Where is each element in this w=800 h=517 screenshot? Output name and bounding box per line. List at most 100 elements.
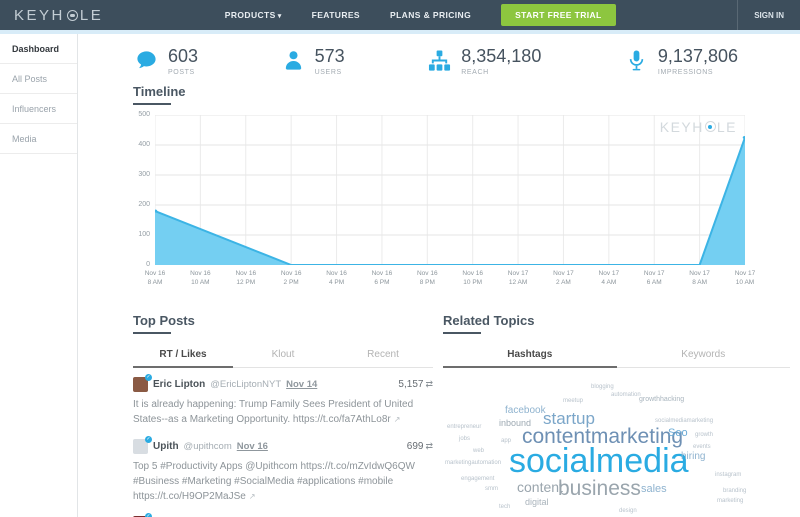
tab-keywords[interactable]: Keywords (681, 348, 726, 360)
x-tick-label: Nov 17 2 AM (553, 269, 574, 286)
stat-posts: 603 POSTS (135, 46, 199, 76)
users-icon (285, 51, 301, 70)
post-item[interactable]: ✓ Shannon Coulter @shannoncoulter Nov 14… (133, 507, 433, 517)
cloud-word[interactable]: instagram (715, 471, 742, 478)
chart-y-axis: 0 100 200 300 400 500 (133, 111, 155, 268)
avatar: ✓ (133, 373, 152, 392)
post-author: Eric Lipton (153, 378, 206, 390)
tab-rt-likes[interactable]: RT / Likes (133, 343, 233, 368)
reach-label: REACH (461, 68, 489, 76)
cloud-word[interactable]: marketing (717, 497, 744, 504)
x-tick-label: Nov 16 4 PM (326, 269, 347, 286)
timeline-title: Timeline (133, 83, 186, 99)
start-free-trial-button[interactable]: START FREE TRIAL (501, 4, 616, 26)
cloud-word[interactable]: marketingautomation (445, 459, 502, 466)
chart-x-axis: Nov 16 8 AM Nov 16 10 AM Nov 16 12 PM Nov 16 2 … (145, 269, 756, 287)
cloud-word[interactable]: web (473, 447, 485, 454)
timeline-section: Timeline 0 100 200 300 400 500 KEYH LE Nov 16 8… (133, 83, 756, 287)
x-tick-label: Nov 17 4 AM (598, 269, 620, 286)
post-item[interactable]: ✓ Upith @upithcom Nov 16 699 ⇄ Top 5 #Pro… (133, 430, 433, 507)
cloud-word[interactable]: contentmarketing (522, 424, 684, 448)
cloud-word[interactable]: startup (543, 408, 595, 428)
cloud-word[interactable]: growth (695, 431, 714, 438)
y-tick-label: 300 (138, 170, 150, 178)
logo-text-right: LE (79, 6, 104, 24)
cloud-word[interactable]: facebook (505, 404, 546, 416)
sidebar-item-dashboard[interactable]: Dashboard (0, 34, 77, 64)
sidebar-item-media[interactable]: Media (0, 124, 77, 154)
post-item[interactable]: ✓ Eric Lipton @EricLiptonNYT Nov 14 5,15… (133, 368, 433, 430)
retweet-icon: ⇄ (425, 440, 433, 451)
cloud-word[interactable]: events (693, 443, 711, 450)
timeline-title-underline (133, 102, 171, 105)
y-tick-label: 200 (138, 200, 150, 208)
related-topics-title-underline (443, 331, 481, 334)
x-tick-label: Nov 16 6 PM (371, 269, 393, 286)
top-navbar: KEYH LE PRODUCTS ▾ FEATURES PLANS & PRICIN… (0, 0, 800, 30)
sign-in-button[interactable]: SIGN IN (737, 0, 800, 30)
header-accent-strip (0, 30, 800, 34)
tab-hashtags[interactable]: Hashtags (443, 343, 617, 368)
bottom-columns: Top Posts RT / Likes Klout Recent ✓ Eric… (133, 313, 790, 517)
users-count: 573 (314, 46, 345, 66)
cloud-word[interactable]: engagement (461, 475, 495, 482)
avatar: ✓ (133, 435, 152, 454)
cloud-word[interactable]: business (558, 476, 641, 500)
logo-text-left: KEYH (14, 6, 65, 24)
verified-icon: ✓ (145, 435, 152, 443)
cloud-word[interactable]: blogging (591, 383, 614, 390)
cloud-word[interactable]: meetup (563, 397, 584, 404)
cloud-word[interactable]: branding (723, 487, 747, 494)
keyhole-o-icon (704, 121, 716, 133)
tab-klout[interactable]: Klout (271, 348, 295, 360)
cloud-word[interactable]: digital (525, 496, 549, 507)
cloud-word[interactable]: socialmediamarketing (655, 417, 714, 424)
external-link-icon: ↗ (393, 414, 401, 424)
area-chart (155, 115, 745, 265)
reach-count: 8,354,180 (461, 46, 542, 66)
external-link-icon: ↗ (248, 491, 256, 501)
post-date-link[interactable]: Nov 16 (236, 440, 268, 452)
tab-recent[interactable]: Recent (367, 348, 399, 360)
x-tick-label: Nov 17 8 AM (689, 269, 710, 286)
nav-menu: PRODUCTS ▾ FEATURES PLANS & PRICING START… (225, 4, 616, 26)
cloud-word[interactable]: smm (485, 485, 498, 492)
cloud-word[interactable]: jobs (459, 435, 471, 442)
sidebar-item-all-posts[interactable]: All Posts (0, 64, 77, 94)
y-tick-label: 500 (138, 110, 150, 118)
y-tick-label: 100 (138, 230, 150, 238)
post-handle: @EricLiptonNYT (210, 378, 282, 390)
nav-item-products[interactable]: PRODUCTS ▾ (224, 10, 282, 20)
keyhole-o-icon (66, 9, 78, 21)
cloud-word[interactable]: tech (499, 503, 511, 510)
post-author: Upith (153, 440, 179, 452)
cloud-word[interactable]: entrepreneur (447, 423, 482, 430)
timeline-chart: 0 100 200 300 400 500 KEYH LE (133, 111, 745, 268)
nav-item-plans-pricing[interactable]: PLANS & PRICING (390, 10, 472, 20)
verified-icon: ✓ (145, 512, 152, 517)
stat-users: 573 USERS (282, 46, 345, 76)
post-text: It is already happening: Trump Family Se… (133, 398, 414, 425)
cloud-word[interactable]: growthhacking (639, 395, 685, 403)
cloud-word[interactable]: content (517, 478, 563, 495)
sidebar-item-influencers[interactable]: Influencers (0, 94, 77, 124)
cloud-word[interactable]: Seo (668, 426, 688, 439)
cloud-word[interactable]: socialmedia (509, 441, 689, 480)
cloud-word[interactable]: sales (641, 482, 667, 495)
related-topics-section: Related Topics Hashtags Keywords bloggin… (443, 313, 790, 517)
avatar: ✓ (133, 512, 152, 517)
nav-item-features[interactable]: FEATURES (311, 10, 361, 20)
cloud-word[interactable]: design (619, 507, 637, 514)
main-content: 603 POSTS 573 USERS 8,354,180 REACH 9,13… (79, 34, 800, 517)
cloud-word[interactable]: automation (611, 391, 641, 398)
chart-plot-area: KEYH LE (155, 115, 745, 265)
cloud-word[interactable]: hiring (681, 450, 706, 462)
x-tick-label: Nov 17 10 AM (734, 269, 756, 286)
post-date-link[interactable]: Nov 14 (286, 378, 318, 390)
impressions-icon (629, 50, 644, 71)
posts-icon (137, 51, 156, 69)
posts-count: 603 (168, 46, 199, 66)
cloud-word[interactable]: inbound (499, 417, 532, 428)
cloud-word[interactable]: app (501, 437, 512, 444)
keyhole-logo[interactable]: KEYH LE (14, 7, 103, 24)
